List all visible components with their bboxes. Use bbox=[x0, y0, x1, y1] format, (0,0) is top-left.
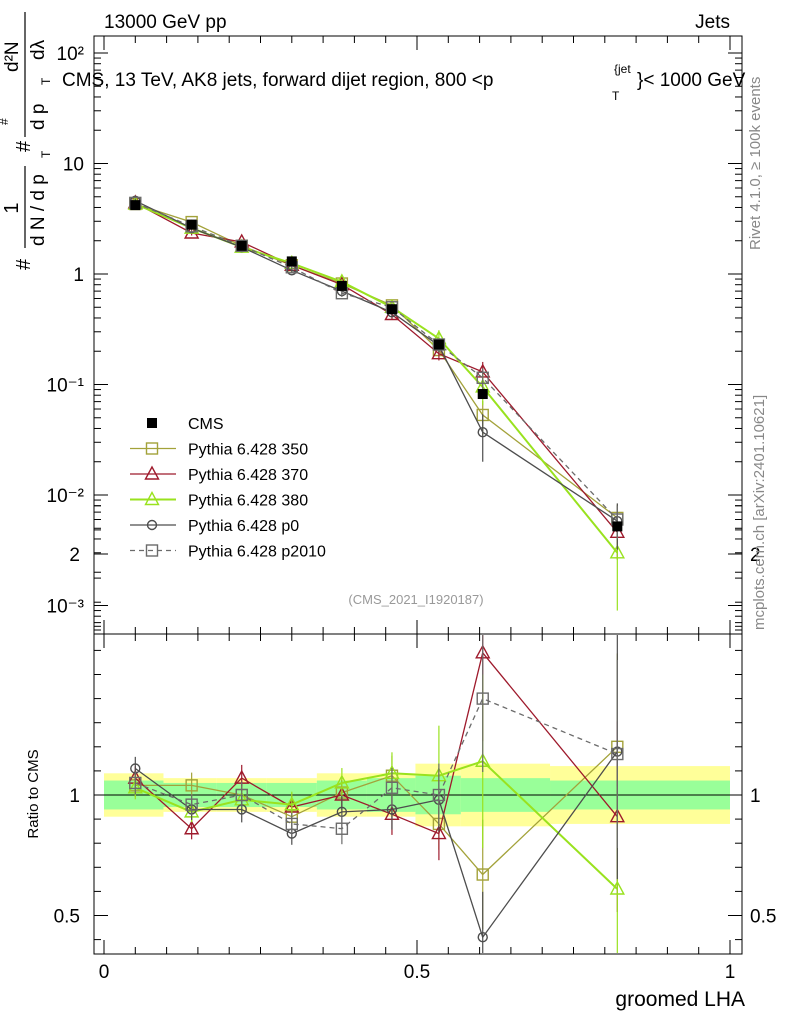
legend-marker-p0 bbox=[146, 519, 158, 531]
ratio-point-p380 bbox=[609, 880, 625, 895]
ratio-point-p2010 bbox=[129, 776, 142, 790]
point-cms bbox=[433, 339, 444, 350]
ratio-point-p350 bbox=[185, 779, 198, 792]
legend-marker-p2010 bbox=[145, 544, 159, 557]
point-cms bbox=[612, 521, 623, 532]
ratio-point-p380 bbox=[284, 796, 300, 811]
ylabel-frac-top: 1 bbox=[1, 202, 23, 213]
point-p0 bbox=[477, 427, 488, 438]
main-series-layer bbox=[127, 194, 625, 611]
ratio-point-p2010 bbox=[385, 781, 399, 794]
header-right: Jets bbox=[695, 12, 730, 33]
series-cms bbox=[130, 200, 623, 532]
y-tick-label: 10⁻¹ bbox=[47, 376, 85, 397]
analysis-id: (CMS_2021_I1920187) bbox=[348, 592, 483, 607]
legend-marker-p350 bbox=[145, 442, 159, 455]
ylabel-hash-2: # bbox=[13, 140, 35, 152]
point-p2010 bbox=[432, 338, 446, 351]
ratio-y-tick-label-right: 0.5 bbox=[750, 907, 776, 928]
point-cms bbox=[386, 304, 397, 315]
ylabel-frac-bottom: d N / d p bbox=[28, 174, 49, 246]
legend-label-p370: Pythia 6.428 370 bbox=[188, 467, 308, 484]
legend-label-p350: Pythia 6.428 350 bbox=[188, 442, 308, 459]
point-p380 bbox=[609, 544, 625, 559]
point-cms bbox=[477, 389, 488, 400]
ratio-point-p2010 bbox=[611, 747, 624, 761]
ratio-y-tick-label-right: 2 bbox=[750, 545, 761, 566]
legend-item-cms: CMS bbox=[147, 416, 224, 433]
ratio-point-p2010 bbox=[285, 817, 298, 831]
legend-item-p380: Pythia 6.428 380 bbox=[130, 491, 308, 510]
ylabel-frac2-bottom: d p bbox=[28, 104, 49, 130]
ratio-ylabel: Ratio to CMS bbox=[25, 749, 42, 838]
ylabel-sub-t: T bbox=[39, 150, 53, 158]
legend-label-cms: CMS bbox=[188, 416, 224, 433]
y-tick-label: 1 bbox=[73, 265, 84, 286]
ratio-frame bbox=[93, 633, 743, 955]
y-tick-label: 10 bbox=[63, 155, 84, 176]
legend-label-p0: Pythia 6.428 p0 bbox=[188, 518, 299, 535]
series-p350 bbox=[129, 197, 624, 537]
point-p2010 bbox=[235, 239, 248, 252]
ylabel-hash-3: # bbox=[0, 118, 11, 125]
legend-label-p380: Pythia 6.428 380 bbox=[188, 493, 308, 510]
ratio-point-p2010 bbox=[432, 788, 446, 802]
legend-marker-cms bbox=[147, 418, 157, 428]
point-cms bbox=[236, 240, 247, 251]
point-cms bbox=[286, 256, 297, 267]
title-main: CMS, 13 TeV, AK8 jets, forward dijet reg… bbox=[62, 70, 493, 91]
ylabel-sub2-t: T bbox=[39, 77, 53, 85]
ratio-series-layer bbox=[127, 635, 625, 953]
ratio-point-p370 bbox=[183, 820, 200, 835]
point-cms bbox=[186, 219, 197, 230]
ratio-point-p2010 bbox=[335, 822, 349, 835]
point-cms bbox=[130, 200, 141, 211]
ylabel-frac2-top: d²N bbox=[2, 41, 23, 72]
x-tick-label: 0.5 bbox=[404, 962, 430, 983]
ratio-y-tick-label: 1 bbox=[69, 786, 80, 807]
y-tick-label: 10² bbox=[57, 44, 84, 65]
rivet-version: Rivet 4.1.0, ≥ 100k events bbox=[747, 77, 764, 250]
point-p2010 bbox=[476, 371, 489, 384]
ylabel-hash: # bbox=[13, 258, 35, 270]
ratio-y-tick-label: 0.5 bbox=[54, 907, 80, 928]
ratio-series-p2010 bbox=[129, 635, 624, 849]
legend-item-p2010: Pythia 6.428 p2010 bbox=[130, 544, 326, 561]
legend-marker-p380 bbox=[144, 491, 160, 506]
ylabel-dlambda: dλ bbox=[28, 39, 49, 60]
x-tick-label: 1 bbox=[725, 962, 736, 983]
plot-title: CMS, 13 TeV, AK8 jets, forward dijet reg… bbox=[62, 62, 746, 103]
title-superscript: {jet bbox=[614, 62, 631, 76]
ratio-point-p380 bbox=[334, 774, 350, 789]
legend-label-p2010: Pythia 6.428 p2010 bbox=[188, 544, 326, 561]
ratio-point-p370 bbox=[431, 825, 447, 840]
ratio-point-p2010 bbox=[185, 798, 198, 811]
ratio-point-p2010 bbox=[235, 788, 248, 802]
point-cms bbox=[336, 280, 347, 291]
ratio-axis-ticks: 0.5 0.5 1 1 2 2 0 0.5 1 bbox=[54, 505, 776, 983]
ratio-y-tick-label: 2 bbox=[69, 545, 80, 566]
main-axis-ticks: 10⁻³ 10⁻² 10⁻¹ 1 10 10² bbox=[47, 36, 742, 634]
title-subscript: T bbox=[612, 89, 620, 103]
legend-item-p370: Pythia 6.428 370 bbox=[130, 465, 308, 484]
y-tick-label: 10⁻² bbox=[47, 486, 85, 507]
legend: CMS Pythia 6.428 350 Pythia 6.428 370 Pythi… bbox=[130, 416, 326, 561]
x-axis-label: groomed LHA bbox=[615, 988, 745, 1011]
main-ylabel: # 1 d N / d p T # # d²N d p T dλ bbox=[0, 12, 53, 270]
title-end: }< 1000 GeV bbox=[637, 70, 746, 91]
mcplots-reference: mcplots.cern.ch [arXiv:2401.10621] bbox=[751, 395, 768, 630]
header-left: 13000 GeV pp bbox=[104, 12, 227, 33]
series-p2010 bbox=[129, 196, 624, 539]
ratio-point-p0 bbox=[477, 931, 488, 943]
y-tick-label: 10⁻³ bbox=[47, 597, 85, 618]
legend-item-p0: Pythia 6.428 p0 bbox=[130, 518, 299, 535]
ratio-y-tick-label-right: 1 bbox=[750, 786, 761, 807]
legend-marker-p370 bbox=[144, 465, 160, 480]
x-tick-label: 0 bbox=[99, 962, 110, 983]
legend-item-p350: Pythia 6.428 350 bbox=[130, 442, 308, 459]
ratio-point-p350 bbox=[476, 868, 489, 881]
ratio-point-p2010 bbox=[476, 692, 489, 705]
